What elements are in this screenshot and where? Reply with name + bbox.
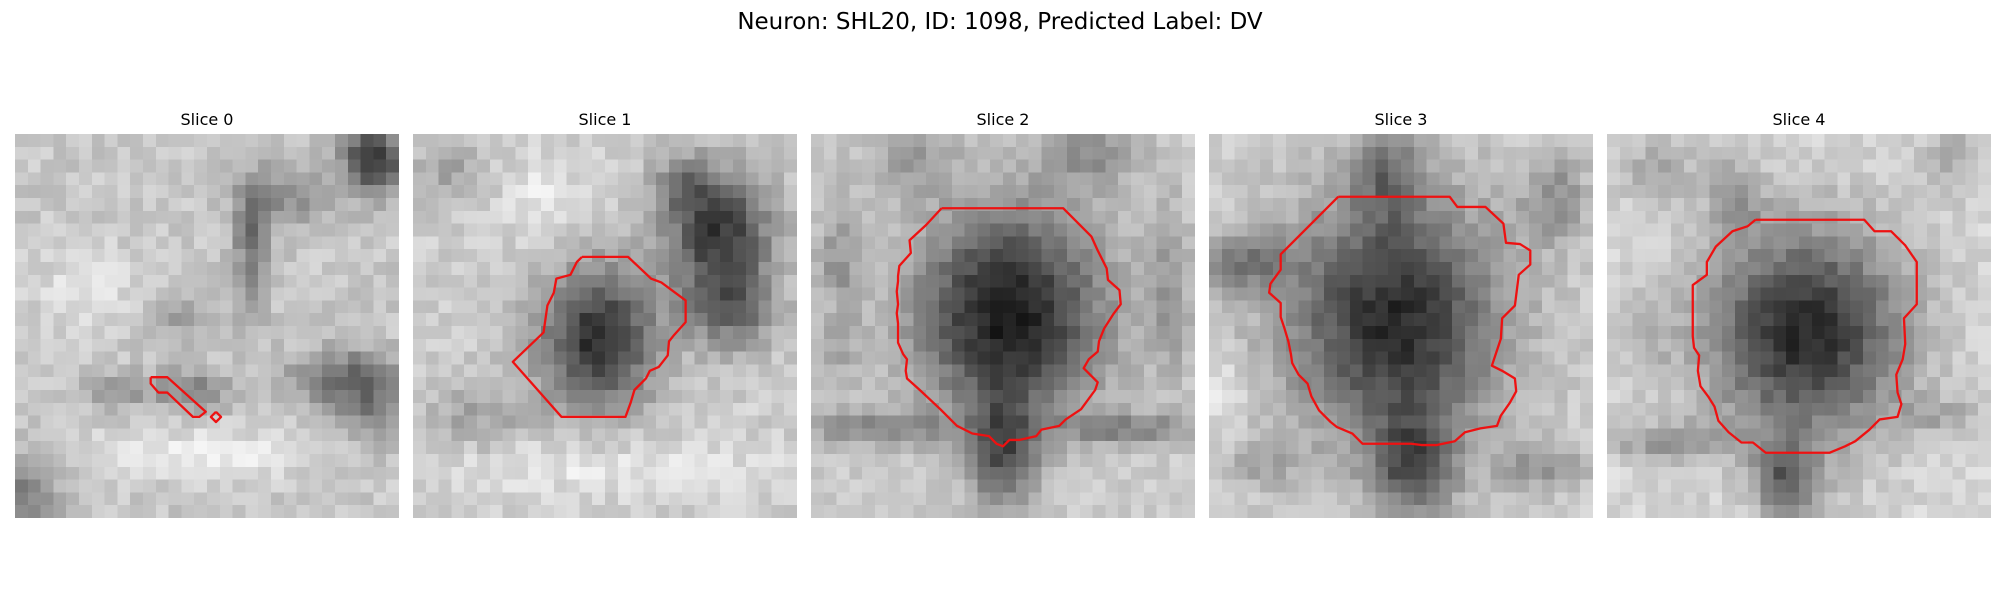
slice-panel-4: Slice 4: [1607, 108, 1991, 518]
slice-panel-title: Slice 0: [180, 110, 234, 129]
segmentation-contour: [511, 255, 687, 419]
slice-panel-title: Slice 3: [1374, 110, 1428, 129]
slice-image: [811, 134, 1195, 518]
slice-image-frame: [811, 134, 1195, 518]
slice-image: [1209, 134, 1593, 518]
figure-title: Neuron: SHL20, ID: 1098, Predicted Label…: [737, 9, 1263, 35]
slice-image: [413, 134, 797, 518]
slice-panel-2: Slice 2: [811, 108, 1195, 518]
slice-image: [1607, 134, 1991, 518]
slice-image-frame: [1209, 134, 1593, 518]
slice-panel-title: Slice 1: [578, 110, 632, 129]
slice-image-frame: [413, 134, 797, 518]
segmentation-contour: [149, 376, 207, 419]
slice-image-frame: [1607, 134, 1991, 518]
segmentation-contour: [1268, 195, 1532, 447]
slice-panel-3: Slice 3: [1209, 108, 1593, 518]
slice-panel-1: Slice 1: [413, 108, 797, 518]
slice-panel-0: Slice 0: [15, 108, 399, 518]
segmentation-contour: [1691, 218, 1918, 454]
slice-panel-title: Slice 4: [1772, 110, 1826, 129]
slice-panel-title: Slice 2: [976, 110, 1030, 129]
slice-image-frame: [15, 134, 399, 518]
slice-image: [15, 134, 399, 518]
segmentation-contour: [209, 410, 223, 424]
segmentation-contour: [895, 207, 1122, 448]
